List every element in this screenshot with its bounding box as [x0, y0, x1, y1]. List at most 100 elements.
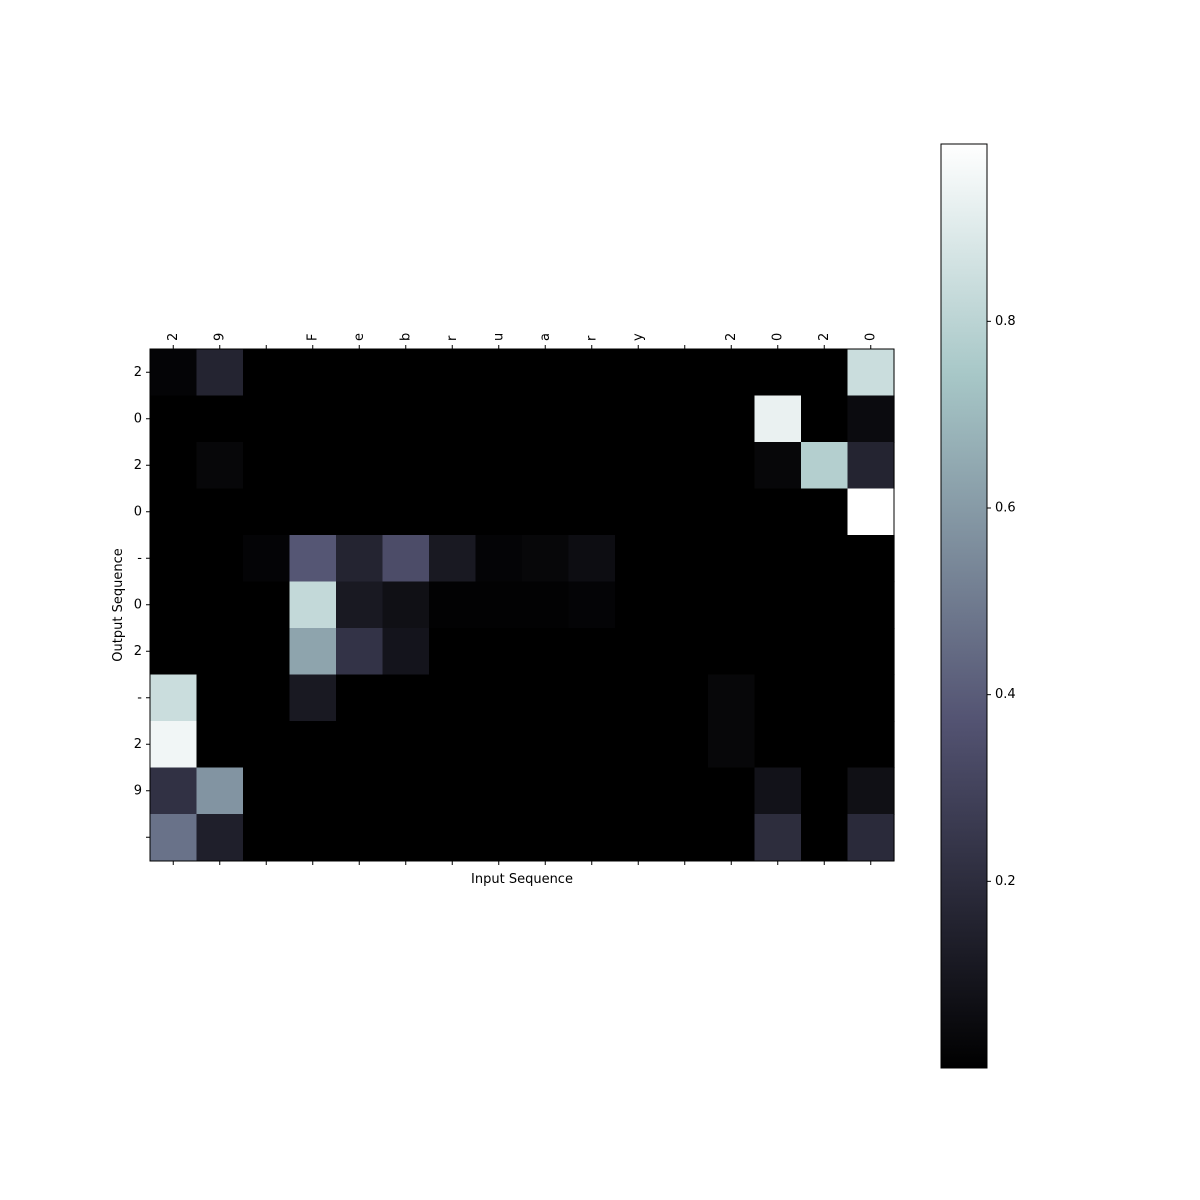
colorbar-tick-label: 0.6	[995, 501, 1016, 516]
heatmap-cell	[289, 628, 337, 676]
heatmap-cell	[289, 535, 337, 583]
heatmap-cell	[615, 814, 663, 862]
heatmap-cell	[615, 442, 663, 490]
heatmap-cell	[615, 395, 663, 443]
heatmap-cell	[336, 721, 384, 769]
heatmap-cell	[150, 814, 198, 862]
heatmap-cell	[801, 581, 849, 629]
heatmap-cell	[522, 814, 570, 862]
heatmap-cell	[522, 442, 570, 490]
heatmap-cell	[196, 767, 244, 815]
heatmap-cell	[196, 674, 244, 722]
x-tick-label: F	[305, 334, 320, 341]
heatmap-cell	[568, 767, 616, 815]
heatmap-cell	[475, 349, 523, 397]
x-tick-label: 2	[724, 333, 739, 341]
heatmap-cell	[243, 767, 291, 815]
heatmap-cell	[336, 535, 384, 583]
heatmap-cell	[382, 581, 430, 629]
heatmap-cell	[150, 721, 198, 769]
heatmap-cell	[522, 767, 570, 815]
heatmap-cell	[568, 814, 616, 862]
y-tick-label: 9	[134, 783, 142, 798]
heatmap-cell	[429, 535, 477, 583]
heatmap-cell	[801, 674, 849, 722]
heatmap-cell	[150, 674, 198, 722]
heatmap-cell	[801, 488, 849, 536]
y-tick-label: 0	[134, 504, 142, 519]
heatmap-cell	[522, 721, 570, 769]
x-tick-label: u	[491, 333, 506, 341]
heatmap-cell	[568, 674, 616, 722]
x-tick-label: 2	[166, 333, 181, 341]
heatmap-cell	[661, 721, 709, 769]
heatmap-cell	[568, 442, 616, 490]
x-tick-label: 2	[817, 333, 832, 341]
heatmap-cell	[475, 581, 523, 629]
heatmap-cell	[196, 628, 244, 676]
heatmap-cells	[150, 349, 895, 862]
heatmap-cell	[336, 349, 384, 397]
heatmap-cell	[615, 767, 663, 815]
heatmap-cell	[429, 628, 477, 676]
heatmap-cell	[429, 442, 477, 490]
heatmap-cell	[661, 767, 709, 815]
heatmap-cell	[475, 674, 523, 722]
heatmap-cell	[150, 581, 198, 629]
x-tick-label: 0	[863, 333, 878, 341]
heatmap-cell	[847, 349, 895, 397]
heatmap-cell	[847, 628, 895, 676]
heatmap-cell	[150, 535, 198, 583]
heatmap-cell	[754, 488, 802, 536]
heatmap-cell	[847, 674, 895, 722]
heatmap-cell	[568, 535, 616, 583]
heatmap-cell	[615, 628, 663, 676]
heatmap-cell	[289, 349, 337, 397]
heatmap-cell	[475, 535, 523, 583]
y-tick-label: 2	[134, 644, 142, 659]
heatmap-cell	[429, 767, 477, 815]
heatmap-cell	[289, 581, 337, 629]
heatmap-cell	[847, 581, 895, 629]
heatmap-cell	[150, 488, 198, 536]
heatmap-cell	[150, 442, 198, 490]
heatmap-cell	[382, 628, 430, 676]
heatmap-cell	[243, 535, 291, 583]
heatmap-cell	[847, 721, 895, 769]
heatmap-cell	[754, 395, 802, 443]
heatmap-cell	[522, 395, 570, 443]
heatmap-cell	[661, 814, 709, 862]
heatmap-cell	[382, 767, 430, 815]
heatmap-cell	[289, 674, 337, 722]
heatmap-cell	[708, 767, 756, 815]
heatmap-cell	[708, 721, 756, 769]
x-tick-label: a	[538, 333, 553, 341]
heatmap-cell	[708, 535, 756, 583]
heatmap-cell	[754, 628, 802, 676]
heatmap-cell	[615, 488, 663, 536]
colorbar-tick-label: 0.4	[995, 687, 1016, 702]
colorbar-tick-label: 0.8	[995, 314, 1016, 329]
heatmap-cell	[847, 814, 895, 862]
heatmap-cell	[801, 628, 849, 676]
x-tick-label: r	[584, 335, 599, 341]
heatmap-cell	[615, 349, 663, 397]
heatmap-cell	[196, 581, 244, 629]
heatmap-cell	[801, 442, 849, 490]
y-tick-label: 2	[134, 365, 142, 380]
heatmap-cell	[708, 581, 756, 629]
heatmap-cell	[429, 395, 477, 443]
heatmap-cell	[847, 535, 895, 583]
y-tick-label: 2	[134, 458, 142, 473]
x-tick-label: r	[445, 335, 460, 341]
x-tick-label: y	[631, 333, 646, 341]
heatmap-cell	[196, 814, 244, 862]
heatmap-cell	[150, 628, 198, 676]
heatmap-cell	[243, 674, 291, 722]
heatmap-cell	[801, 535, 849, 583]
heatmap-cell	[243, 349, 291, 397]
heatmap-cell	[754, 581, 802, 629]
heatmap-cell	[196, 395, 244, 443]
heatmap-cell	[708, 674, 756, 722]
